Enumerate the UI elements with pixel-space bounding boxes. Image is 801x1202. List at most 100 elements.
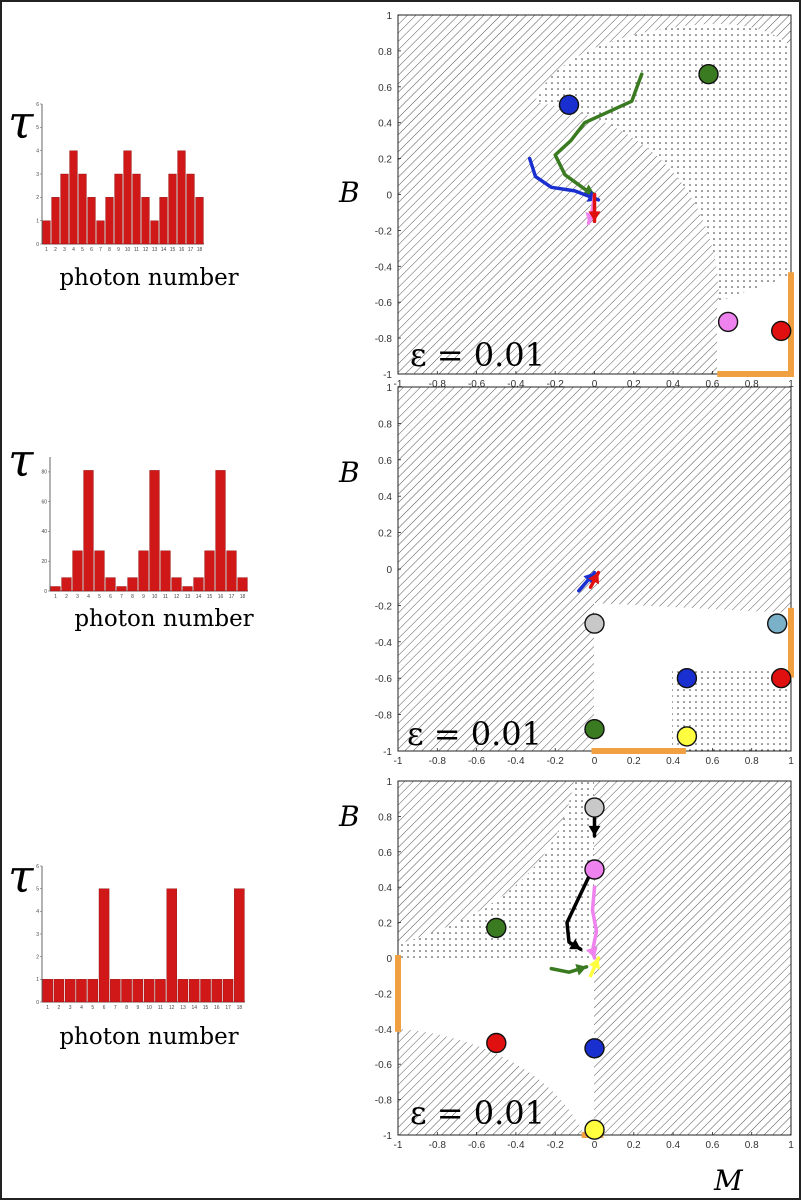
y-tick-label: 3 bbox=[36, 932, 39, 938]
x-tick-label: 1 bbox=[788, 379, 794, 390]
y-tick-label: 2 bbox=[36, 955, 39, 961]
hist-xlabel: photon number bbox=[59, 1024, 238, 1050]
bars bbox=[50, 470, 248, 592]
bar bbox=[121, 979, 132, 1003]
y-tick-label: 0 bbox=[386, 565, 392, 576]
x-tick-label: 12 bbox=[143, 247, 149, 253]
trajectories bbox=[577, 570, 601, 593]
fixed-point-lightblue bbox=[767, 613, 788, 634]
hist-xlabel: photon number bbox=[74, 606, 253, 632]
fixed-point-green bbox=[486, 917, 507, 939]
fixed-point-blue bbox=[584, 1038, 605, 1059]
y-tick-label: 1 bbox=[386, 383, 392, 394]
x-tick-label: 4 bbox=[72, 247, 75, 253]
y-tick-label: 4 bbox=[36, 149, 39, 155]
x-tick-label: -0.2 bbox=[547, 756, 565, 767]
bar bbox=[237, 577, 248, 592]
x-tick-label: 4 bbox=[87, 594, 90, 600]
fixed-point-gray bbox=[584, 797, 605, 818]
y-tick-label: 20 bbox=[41, 559, 47, 565]
bar bbox=[78, 173, 87, 245]
y-tick-label: 0.6 bbox=[378, 456, 392, 467]
bar bbox=[171, 577, 182, 592]
bar bbox=[226, 550, 237, 592]
boundaries bbox=[717, 272, 794, 377]
y-tick-label: 3 bbox=[36, 172, 39, 178]
bar bbox=[159, 197, 168, 245]
x-tick-label: 8 bbox=[108, 247, 111, 253]
x-ticks: -1 -0.8 -0.6 -0.4 -0.2 0 0.2 0.4 0.6 0.8 1 bbox=[394, 371, 794, 390]
y-tick-label: 0.4 bbox=[378, 883, 392, 894]
bar bbox=[116, 586, 127, 592]
x-tick-label: 5 bbox=[81, 247, 84, 253]
trajectory-arrowhead bbox=[588, 211, 601, 222]
x-tick-label: 9 bbox=[137, 1005, 140, 1011]
bar bbox=[96, 220, 105, 245]
y-tick-label: 0.2 bbox=[378, 529, 392, 540]
fixed-point-pink bbox=[584, 859, 605, 880]
x-tick-label: 17 bbox=[229, 594, 235, 600]
x-tick-label: 6 bbox=[103, 1005, 106, 1011]
y-tick-label: 0.8 bbox=[378, 812, 392, 823]
x-tick-label: 0.8 bbox=[745, 379, 759, 390]
regions bbox=[398, 387, 791, 751]
x-tick-label: 1 bbox=[45, 247, 48, 253]
trajectories bbox=[527, 72, 644, 225]
bar bbox=[195, 197, 204, 245]
bar bbox=[132, 979, 144, 1003]
bar bbox=[155, 979, 166, 1003]
bar bbox=[168, 173, 177, 245]
fixed-point-blue bbox=[558, 94, 580, 116]
x-tick-label: 3 bbox=[76, 594, 79, 600]
bar bbox=[87, 197, 96, 245]
bar bbox=[149, 470, 160, 592]
y-tick-label: -0.4 bbox=[375, 1025, 393, 1036]
x-tick-label: 0 bbox=[592, 379, 598, 390]
bar bbox=[105, 197, 114, 245]
x-tick-label: -0.6 bbox=[468, 379, 486, 390]
phase-plot-3: B M -1 -0.8 -0.6 -0.4 -0.2 0 0.2 0.4 0.6 0.8 1 1 0.… bbox=[338, 777, 794, 1197]
y-tick-label: -1 bbox=[383, 1131, 392, 1142]
x-tick-label: 10 bbox=[125, 247, 131, 253]
bar bbox=[222, 979, 234, 1003]
x-tick-label: 0.2 bbox=[627, 379, 641, 390]
x-tick-label: 17 bbox=[188, 247, 194, 253]
x-ticks: 1 2 3 4 5 6 7 8 9 10 11 12 13 14 15 16 17 18 bbox=[54, 594, 245, 600]
bar bbox=[94, 550, 105, 592]
bar bbox=[182, 586, 193, 592]
bar bbox=[177, 150, 186, 245]
y-tick-label: -1 bbox=[383, 370, 392, 381]
x-tick-label: 12 bbox=[174, 594, 180, 600]
x-tick-label: 2 bbox=[58, 1005, 61, 1011]
x-tick-label: -0.4 bbox=[507, 756, 525, 767]
y-ticks: 1 0.8 0.6 0.4 0.2 0 -0.2 -0.4 -0.6 -0.8 -1 bbox=[375, 11, 401, 381]
white-region bbox=[717, 277, 791, 374]
fixed-points bbox=[558, 63, 792, 342]
bar bbox=[193, 577, 204, 592]
bar bbox=[60, 173, 69, 245]
bar bbox=[166, 888, 177, 1003]
x-tick-label: 13 bbox=[180, 1005, 186, 1011]
x-ticks: 1 2 3 4 5 6 7 8 9 10 11 12 13 14 15 16 17 18 bbox=[46, 1005, 242, 1011]
y-tick-label: 6 bbox=[36, 864, 39, 870]
x-tick-label: 16 bbox=[179, 247, 185, 253]
y-tick-label: -0.8 bbox=[375, 334, 393, 345]
y-tick-label: 0.2 bbox=[378, 919, 392, 930]
hist-xlabel: photon number bbox=[59, 265, 238, 291]
y-tick-label: 4 bbox=[36, 909, 39, 915]
epsilon-label: ε = 0.01 bbox=[407, 715, 542, 753]
x-tick-label: 18 bbox=[240, 594, 246, 600]
bar bbox=[127, 577, 138, 592]
epsilon-label: ε = 0.01 bbox=[410, 336, 545, 374]
bar bbox=[98, 888, 110, 1003]
x-tick-label: 16 bbox=[218, 594, 224, 600]
y-tick-label: 6 bbox=[36, 102, 39, 108]
dotted-region bbox=[535, 23, 791, 302]
y-tick-label: 0.6 bbox=[378, 83, 392, 94]
fixed-point-yellow bbox=[584, 1119, 605, 1140]
y-tick-label: 5 bbox=[36, 887, 39, 893]
bar bbox=[150, 220, 159, 245]
fixed-point-yellow bbox=[676, 726, 698, 747]
